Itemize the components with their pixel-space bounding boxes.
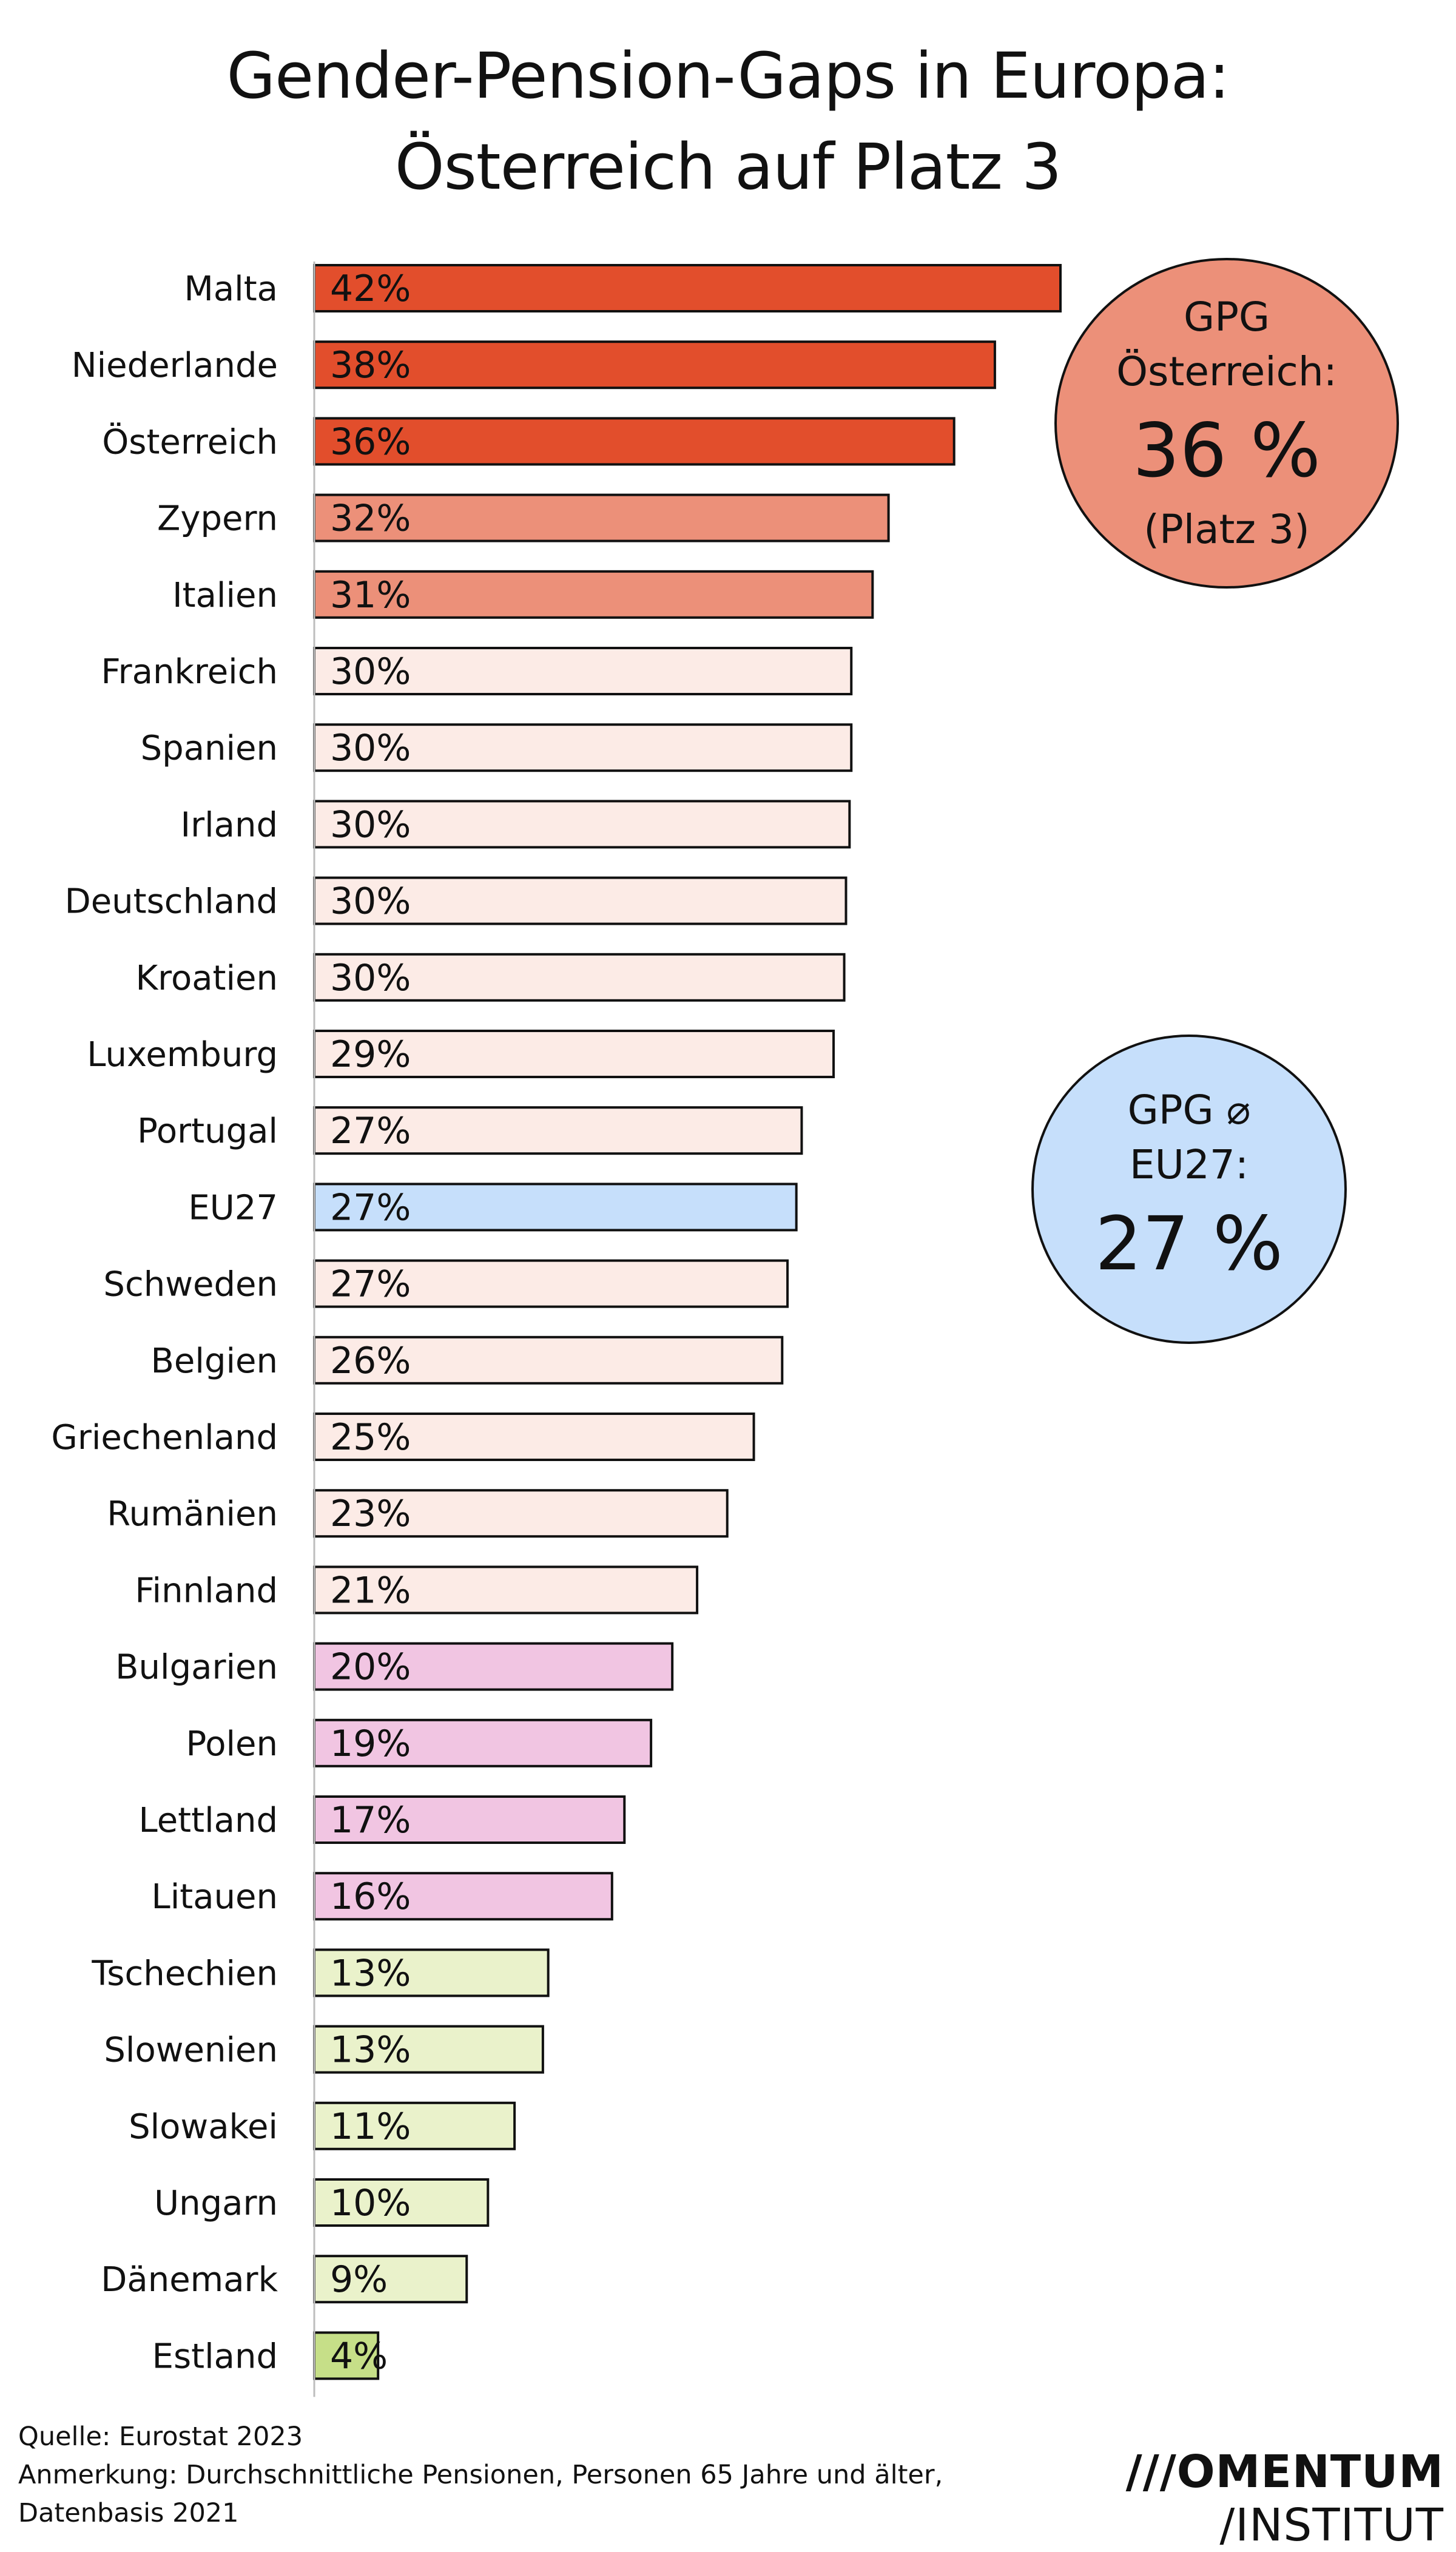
category-label-14: Belgien xyxy=(151,1342,278,1381)
bar-21 xyxy=(313,1872,613,1921)
bar-1 xyxy=(313,340,996,390)
category-label-2: Österreich xyxy=(102,422,278,462)
value-label-12: 27% xyxy=(330,1186,411,1229)
chart-title-line-2: Österreich auf Platz 3 xyxy=(394,130,1062,204)
category-label-10: Luxemburg xyxy=(87,1035,278,1075)
category-label-4: Italien xyxy=(172,576,278,615)
logo-line-2: /INSTITUT xyxy=(1219,2499,1444,2551)
category-label-7: Irland xyxy=(181,805,278,845)
austria-callout-line-2: Österreich: xyxy=(1116,348,1337,395)
category-label-18: Bulgarien xyxy=(115,1648,278,1687)
bar-12 xyxy=(313,1183,798,1232)
category-label-17: Finnland xyxy=(135,1571,278,1610)
category-label-15: Griechenland xyxy=(51,1418,278,1457)
eu-callout-value: 27 % xyxy=(1095,1201,1283,1287)
value-label-7: 30% xyxy=(330,803,411,846)
value-label-9: 30% xyxy=(330,957,411,999)
value-label-18: 20% xyxy=(330,1646,411,1689)
category-label-8: Deutschland xyxy=(65,882,278,922)
category-label-21: Litauen xyxy=(152,1877,278,1917)
value-label-21: 16% xyxy=(330,1875,411,1918)
bar-14 xyxy=(313,1335,784,1385)
value-label-11: 27% xyxy=(330,1110,411,1152)
chart-title: Gender-Pension-Gaps in Europa: Österreic… xyxy=(0,30,1456,212)
category-label-23: Slowenien xyxy=(104,2031,278,2070)
bar-2 xyxy=(313,417,956,466)
bar-chart: Malta 42% Niederlande 38% Österreich 36% Zyper… xyxy=(51,262,1062,2397)
category-label-9: Kroatien xyxy=(135,959,278,998)
value-label-27: 4% xyxy=(330,2335,388,2377)
category-label-22: Tschechien xyxy=(91,1954,278,1993)
bar-11 xyxy=(313,1106,803,1155)
value-label-14: 26% xyxy=(330,1340,411,1382)
category-label-1: Niederlande xyxy=(72,346,278,385)
bar-20 xyxy=(313,1795,626,1844)
bar-24 xyxy=(313,2101,516,2150)
category-label-19: Polen xyxy=(186,1724,278,1764)
austria-callout-line-1: GPG xyxy=(1183,293,1270,340)
value-label-22: 13% xyxy=(330,1952,411,1994)
value-label-16: 23% xyxy=(330,1493,411,1535)
category-label-24: Slowakei xyxy=(129,2107,278,2147)
remark-note-line-2: Datenbasis 2021 xyxy=(18,2498,239,2528)
value-label-20: 17% xyxy=(330,1799,411,1841)
category-label-3: Zypern xyxy=(157,499,278,539)
bar-17 xyxy=(313,1565,699,1615)
value-label-1: 38% xyxy=(330,344,411,387)
category-label-12: EU27 xyxy=(188,1188,278,1227)
category-label-5: Frankreich xyxy=(101,652,278,692)
eu-callout: GPG ⌀ EU27: 27 % xyxy=(1031,1035,1347,1344)
value-label-0: 42% xyxy=(330,268,411,310)
logo-line-1: ///OMENTUM xyxy=(1125,2446,1444,2498)
value-label-6: 30% xyxy=(330,727,411,769)
value-label-24: 11% xyxy=(330,2105,411,2148)
eu-callout-line-1: GPG ⌀ xyxy=(1127,1087,1251,1133)
bar-0 xyxy=(313,264,1062,312)
category-label-20: Lettland xyxy=(139,1801,278,1840)
value-label-4: 31% xyxy=(330,574,411,616)
remark-note-line-1: Anmerkung: Durchschnittliche Pensionen, … xyxy=(18,2460,943,2490)
value-label-23: 13% xyxy=(330,2029,411,2071)
momentum-institut-logo: ///OMENTUM /INSTITUT xyxy=(1104,2445,1444,2552)
value-label-2: 36% xyxy=(330,420,411,463)
category-label-11: Portugal xyxy=(137,1112,278,1151)
value-label-25: 10% xyxy=(330,2182,411,2224)
category-label-27: Estland xyxy=(152,2337,278,2376)
value-label-26: 9% xyxy=(330,2258,388,2301)
category-label-0: Malta xyxy=(184,269,278,309)
value-label-10: 29% xyxy=(330,1033,411,1076)
bar-5 xyxy=(313,647,853,695)
value-label-17: 21% xyxy=(330,1569,411,1612)
bar-9 xyxy=(313,953,846,1002)
value-label-3: 32% xyxy=(330,498,411,540)
source-note: Quelle: Eurostat 2023 xyxy=(18,2422,303,2452)
category-label-16: Rumänien xyxy=(107,1494,278,1534)
bar-22 xyxy=(313,1948,550,1997)
value-label-13: 27% xyxy=(330,1263,411,1306)
austria-callout-value: 36 % xyxy=(1133,407,1321,494)
bar-16 xyxy=(313,1489,729,1538)
value-label-19: 19% xyxy=(330,1723,411,1765)
bar-3 xyxy=(313,493,890,542)
value-label-5: 30% xyxy=(330,650,411,693)
value-label-8: 30% xyxy=(330,880,411,923)
footer-notes: Quelle: Eurostat 2023 Anmerkung: Durchsc… xyxy=(18,2418,943,2533)
bar-7 xyxy=(313,800,851,849)
category-label-25: Ungarn xyxy=(154,2184,278,2223)
bar-25 xyxy=(313,2178,490,2227)
value-label-15: 25% xyxy=(330,1416,411,1459)
austria-callout-rank: (Platz 3) xyxy=(1144,505,1310,553)
category-label-13: Schweden xyxy=(103,1265,278,1305)
category-label-26: Dänemark xyxy=(101,2260,278,2300)
bar-27 xyxy=(313,2331,380,2380)
austria-callout: GPG Österreich: 36 % (Platz 3) xyxy=(1054,258,1399,589)
chart-title-line-1: Gender-Pension-Gaps in Europa: xyxy=(226,39,1230,113)
category-label-6: Spanien xyxy=(141,729,278,768)
eu-callout-line-2: EU27: xyxy=(1129,1141,1249,1188)
bar-15 xyxy=(313,1413,755,1461)
bar-26 xyxy=(313,2255,468,2304)
